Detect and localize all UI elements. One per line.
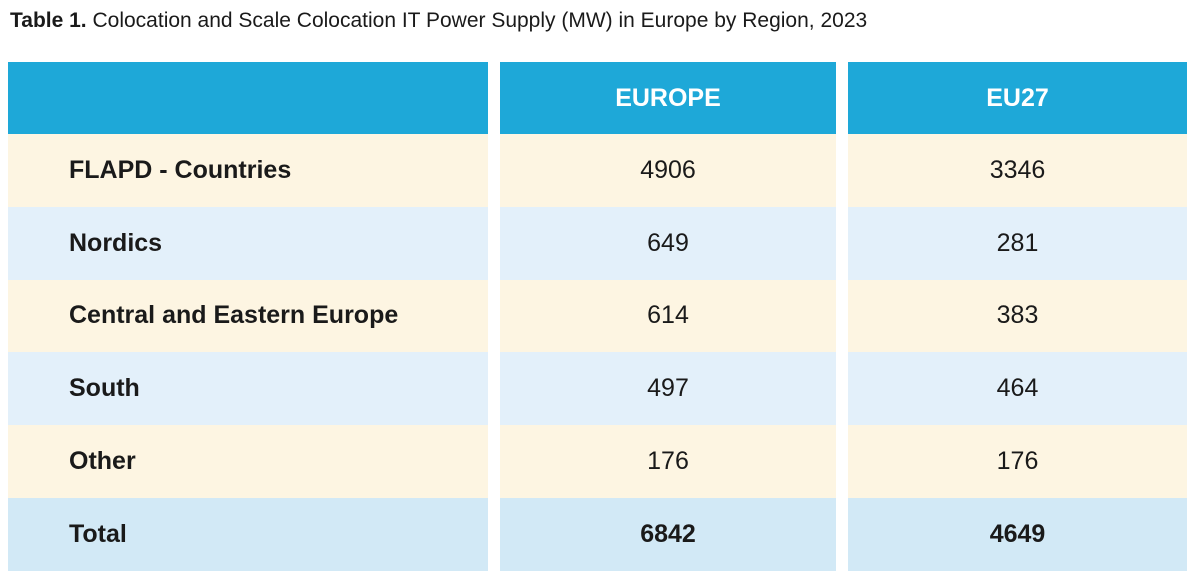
region-cell: Other (8, 425, 488, 498)
header-region (8, 62, 488, 134)
caption-text: Colocation and Scale Colocation IT Power… (92, 9, 868, 32)
table-header-row: EUROPE EU27 (8, 62, 1187, 134)
eu27-value: 176 (848, 425, 1187, 498)
europe-value: 649 (500, 206, 836, 280)
caption-label: Table 1. (10, 9, 87, 32)
eu27-value: 464 (848, 352, 1187, 426)
region-cell: FLAPD - Countries (8, 134, 488, 207)
table-row: FLAPD - Countries 4906 3346 (8, 134, 1187, 207)
eu27-total: 4649 (848, 497, 1187, 571)
europe-total: 6842 (500, 497, 836, 571)
eu27-value: 383 (848, 279, 1187, 353)
europe-value: 497 (500, 352, 836, 426)
europe-value: 176 (500, 425, 836, 498)
table-row: South 497 464 (8, 352, 1187, 426)
region-cell: Nordics (8, 206, 488, 280)
europe-value: 4906 (500, 134, 836, 207)
header-eu27: EU27 (848, 62, 1187, 134)
europe-value: 614 (500, 279, 836, 353)
table-row: Central and Eastern Europe 614 383 (8, 279, 1187, 353)
table-row: Nordics 649 281 (8, 206, 1187, 280)
header-europe: EUROPE (500, 62, 836, 134)
table-row: Other 176 176 (8, 425, 1187, 498)
region-cell: Total (8, 497, 488, 571)
eu27-value: 3346 (848, 134, 1187, 207)
table-caption: Table 1. Colocation and Scale Colocation… (10, 7, 867, 35)
region-cell: South (8, 352, 488, 426)
table-total-row: Total 6842 4649 (8, 497, 1187, 571)
power-supply-table: EUROPE EU27 FLAPD - Countries 4906 3346 … (8, 62, 1187, 571)
region-cell: Central and Eastern Europe (8, 279, 488, 353)
eu27-value: 281 (848, 206, 1187, 280)
